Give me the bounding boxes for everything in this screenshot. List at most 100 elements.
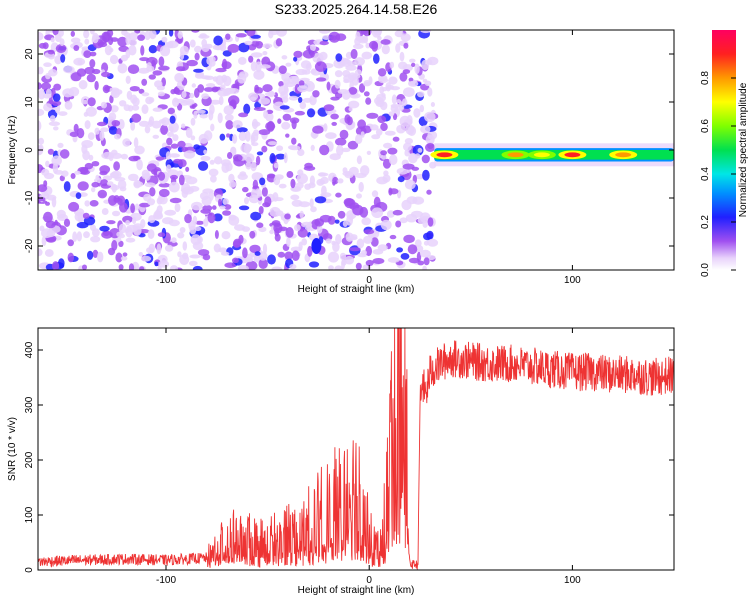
noise-blob: [181, 123, 186, 129]
noise-blob: [427, 217, 434, 227]
noise-blob: [244, 153, 255, 163]
noise-blob: [262, 202, 271, 208]
noise-blob: [84, 38, 90, 45]
noise-blob: [243, 103, 251, 115]
noise-blob: [78, 80, 88, 90]
noise-blob: [120, 54, 128, 62]
noise-blob: [219, 205, 226, 210]
noise-blob: [430, 102, 435, 107]
noise-blob: [358, 83, 366, 93]
noise-blob: [380, 219, 392, 231]
noise-blob: [372, 258, 385, 264]
noise-blob: [334, 70, 343, 78]
noise-blob: [419, 249, 431, 258]
noise-blob: [109, 54, 119, 65]
noise-blob: [118, 240, 124, 247]
noise-blob: [197, 84, 205, 93]
noise-blob-strong: [311, 238, 322, 254]
noise-blob: [147, 119, 153, 127]
noise-blob: [422, 169, 430, 181]
noise-blob: [140, 255, 152, 262]
noise-blob: [309, 95, 317, 106]
noise-blob: [223, 75, 232, 87]
noise-blob: [273, 162, 279, 169]
noise-blob: [325, 132, 337, 140]
noise-blob: [377, 35, 382, 41]
noise-blob: [252, 179, 259, 190]
noise-blob: [298, 80, 305, 87]
noise-blob: [341, 258, 346, 270]
noise-blob: [70, 30, 76, 37]
noise-blob: [110, 37, 119, 42]
noise-blob: [259, 177, 266, 186]
noise-blob: [404, 149, 410, 157]
noise-blob: [335, 137, 347, 146]
noise-blob: [246, 30, 256, 37]
noise-blob: [249, 244, 261, 254]
noise-blob: [128, 173, 139, 182]
noise-blob: [44, 249, 54, 257]
noise-blob: [231, 257, 239, 264]
noise-blob: [251, 40, 260, 47]
noise-blob: [179, 227, 186, 233]
colorbar-gradient: [712, 30, 736, 270]
noise-blob: [219, 133, 226, 141]
noise-blob: [41, 168, 50, 176]
noise-blob: [339, 252, 347, 261]
noise-blob: [256, 151, 264, 156]
noise-blob: [53, 83, 62, 91]
noise-blob: [56, 209, 66, 219]
noise-blob: [57, 142, 64, 149]
noise-blob: [245, 161, 252, 170]
noise-blob: [427, 238, 439, 247]
noise-blob: [336, 144, 344, 156]
noise-blob: [91, 161, 100, 167]
noise-blob: [139, 266, 145, 270]
noise-blob: [125, 237, 136, 243]
noise-blob: [139, 202, 151, 208]
noise-blob: [316, 224, 323, 234]
noise-blob: [127, 64, 140, 74]
noise-blob: [149, 187, 156, 197]
noise-blob: [327, 215, 336, 225]
noise-blob: [237, 173, 248, 180]
noise-blob: [133, 179, 141, 189]
noise-blob: [221, 251, 230, 256]
noise-blob: [166, 40, 179, 49]
noise-blob: [422, 265, 427, 270]
noise-blob: [89, 200, 99, 207]
noise-blob: [274, 197, 284, 202]
noise-blob: [191, 104, 196, 109]
noise-blob: [147, 229, 155, 240]
noise-blob: [314, 218, 325, 227]
signal-hotspot: [507, 152, 524, 158]
noise-blob: [128, 263, 135, 270]
noise-blob: [99, 130, 105, 141]
colorbar: 0.0 0.2 0.4 0.6 0.8 Normalized spectral ampl…: [700, 30, 749, 277]
noise-blob: [242, 247, 248, 259]
y-tick-label: 20: [24, 48, 35, 60]
noise-blob: [154, 261, 159, 267]
noise-blob: [81, 140, 94, 148]
spectrogram-signal-band: [430, 143, 674, 167]
noise-blob: [45, 220, 56, 229]
noise-blob: [403, 142, 412, 152]
noise-blob: [347, 140, 359, 150]
noise-blob: [228, 95, 240, 106]
noise-blob: [141, 104, 149, 115]
noise-blob: [45, 88, 52, 98]
noise-blob: [132, 216, 137, 224]
noise-blob: [169, 126, 174, 133]
noise-blob: [323, 104, 335, 112]
noise-blob: [151, 120, 162, 129]
noise-blob: [38, 82, 42, 90]
noise-blob: [284, 251, 294, 260]
noise-blob: [118, 264, 124, 270]
noise-blob: [48, 69, 58, 77]
noise-blob: [176, 66, 186, 72]
noise-blob: [306, 108, 316, 118]
noise-blob: [395, 220, 402, 228]
noise-blob: [232, 120, 243, 129]
noise-blob: [348, 100, 360, 109]
noise-blob: [344, 171, 354, 179]
